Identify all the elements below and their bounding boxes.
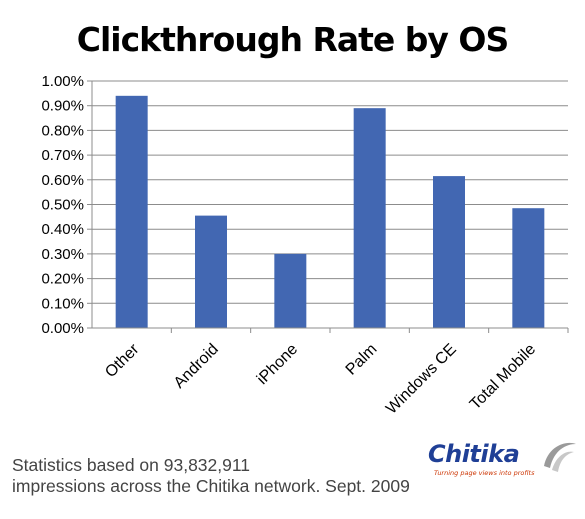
bar-windows-ce bbox=[433, 176, 465, 328]
y-tick-label: 1.00% bbox=[41, 73, 84, 90]
y-tick-label: 0.20% bbox=[41, 271, 84, 288]
chart-title: Clickthrough Rate by OS bbox=[76, 20, 509, 59]
y-tick-label: 0.70% bbox=[41, 147, 84, 164]
bar-android bbox=[195, 215, 227, 328]
bar-palm bbox=[353, 108, 386, 328]
bar-layer bbox=[115, 95, 545, 328]
logo-tagline: Turning page views into profits bbox=[434, 469, 535, 477]
y-tick-label: 0.40% bbox=[41, 221, 84, 238]
y-tick-label: 0.30% bbox=[41, 246, 84, 263]
bar-other bbox=[115, 95, 148, 328]
caption-line-1: Statistics based on 93,832,911 bbox=[12, 455, 251, 475]
grid-layer bbox=[92, 80, 568, 329]
y-tick-label: 0.10% bbox=[41, 295, 84, 312]
x-tick-label: Palm bbox=[343, 341, 381, 379]
caption: Statistics based on 93,832,911 impressio… bbox=[12, 455, 410, 497]
y-tick-label: 0.80% bbox=[41, 122, 84, 139]
bar-total-mobile bbox=[512, 208, 545, 328]
bar-iphone bbox=[274, 253, 307, 328]
caption-line-2: impressions across the Chitika network. … bbox=[12, 476, 410, 496]
y-tick-label: 0.00% bbox=[41, 320, 84, 337]
y-tick-label: 0.50% bbox=[41, 197, 84, 214]
x-tick-label: Windows CE bbox=[383, 341, 460, 418]
y-tick-label: 0.60% bbox=[41, 172, 84, 189]
y-tick-label: 0.90% bbox=[41, 98, 84, 115]
x-tick-label: Total Mobile bbox=[467, 341, 539, 413]
x-tick-label: iPhone bbox=[254, 341, 301, 388]
x-tick-label: Other bbox=[102, 340, 143, 381]
x-tick-label: Android bbox=[171, 341, 222, 392]
chitika-logo: Chitika Turning page views into profits bbox=[428, 438, 578, 482]
logo-wordmark: Chitika bbox=[428, 440, 520, 468]
logo-swoosh-icon bbox=[544, 442, 576, 472]
